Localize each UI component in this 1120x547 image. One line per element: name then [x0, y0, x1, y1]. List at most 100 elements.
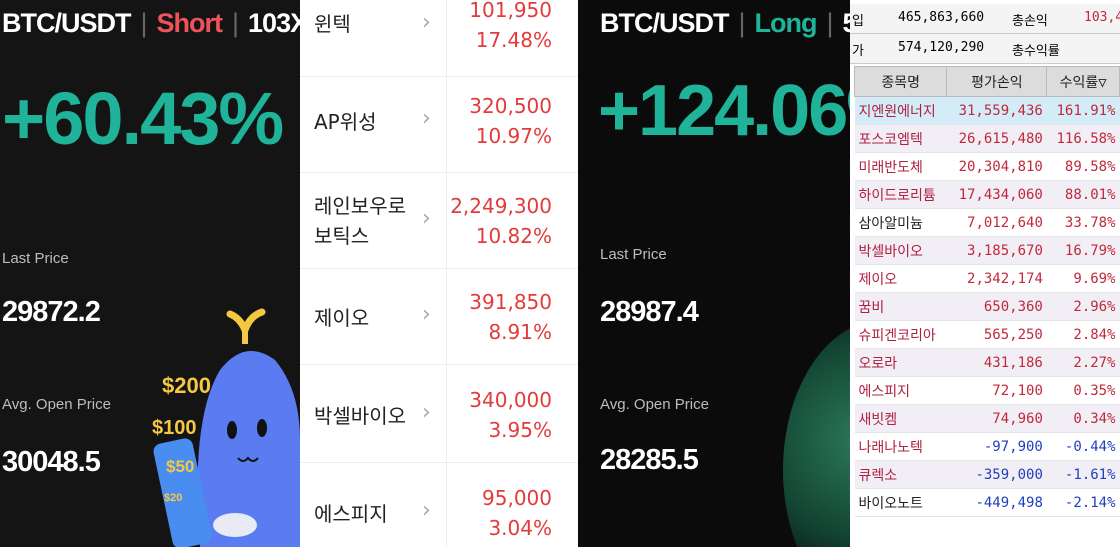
table-row[interactable]: 새빗켐 74,960 0.34%: [854, 404, 1120, 433]
stock-name: 에스피지: [854, 376, 947, 405]
list-item[interactable]: 레인보우로 보틱스 › 2,249,300 10.82%: [300, 172, 578, 269]
table-row[interactable]: 제이오 2,342,174 9.69%: [854, 264, 1120, 293]
stock-price: 391,850: [469, 290, 552, 314]
stock-change: 8.91%: [488, 320, 552, 344]
stock-name: 슈피겐코리아: [854, 320, 947, 349]
open-price-value: 28285.5: [600, 444, 699, 476]
stock-pnl: -449,498: [946, 488, 1047, 517]
chevron-right-icon: ›: [422, 206, 431, 231]
stock-name: 삼아알미늄: [854, 208, 947, 237]
stock-name-line2: 보틱스: [314, 224, 370, 248]
stock-name: AP위성: [314, 110, 377, 134]
stock-rate: 2.96%: [1046, 292, 1120, 321]
stock-rate: 0.34%: [1046, 404, 1120, 433]
last-price-value: 29872.2: [2, 296, 101, 328]
stock-name: 꿈비: [854, 292, 947, 321]
stock-price: 95,000: [482, 486, 552, 510]
summary-value: 574,120,290: [898, 40, 985, 55]
summary-label: 총손익: [1012, 14, 1048, 29]
stock-name: 오로라: [854, 348, 947, 377]
table-row[interactable]: 지엔원에너지 31,559,436 161.91%: [854, 96, 1120, 125]
stock-name: 박셀바이오: [314, 404, 406, 428]
summary-row: 가 574,120,290 총수익률: [850, 34, 1120, 64]
list-item[interactable]: 제이오 › 391,850 8.91%: [300, 268, 578, 365]
stock-price: 340,000: [469, 388, 552, 412]
stock-pnl: 20,304,810: [946, 152, 1047, 181]
chevron-right-icon: ›: [422, 106, 431, 131]
portfolio-table-panel: 입 465,863,660 총손익 103,4 가 574,120,290 총수…: [850, 0, 1120, 547]
stock-rate: -0.44%: [1046, 432, 1120, 461]
stock-change: 17.48%: [475, 28, 552, 52]
stock-change: 10.97%: [475, 124, 552, 148]
stock-price: 2,249,300: [450, 194, 552, 218]
stock-pnl: 72,100: [946, 376, 1047, 405]
column-header-name[interactable]: 종목명: [853, 66, 948, 97]
money-label-20: $20: [164, 492, 183, 504]
open-price-value: 30048.5: [2, 446, 101, 478]
last-price-label: Last Price: [2, 250, 69, 267]
chevron-right-icon: ›: [422, 302, 431, 327]
chevron-right-icon: ›: [422, 400, 431, 425]
side-label: Long: [754, 8, 818, 38]
stock-name: 지엔원에너지: [854, 96, 947, 125]
stock-pnl: -359,000: [946, 460, 1047, 489]
background-glow: [783, 320, 850, 547]
table-row[interactable]: 하이드로리튬 17,434,060 88.01%: [854, 180, 1120, 209]
table-row[interactable]: 바이오노트 -449,498 -2.14%: [854, 488, 1120, 517]
table-row[interactable]: 미래반도체 20,304,810 89.58%: [854, 152, 1120, 181]
stock-pnl: 7,012,640: [946, 208, 1047, 237]
stock-pnl: 26,615,480: [946, 124, 1047, 153]
stock-name: 윈텍: [314, 12, 351, 36]
stock-pnl: -97,900: [946, 432, 1047, 461]
table-row[interactable]: 포스코엠텍 26,615,480 116.58%: [854, 124, 1120, 153]
holdings-table: 종목명 평가손익 수익률▽ 지엔원에너지 31,559,436 161.91% 포스…: [853, 66, 1120, 517]
stock-rate: 161.91%: [1046, 96, 1120, 125]
column-header-rate[interactable]: 수익률▽: [1046, 66, 1120, 97]
stock-name: 제이오: [314, 306, 370, 330]
stock-pnl: 74,960: [946, 404, 1047, 433]
summary-value: 103,4: [1084, 10, 1120, 25]
stock-name: 에스피지: [314, 502, 388, 526]
money-label-100: $100: [152, 417, 197, 439]
stock-price: 320,500: [469, 94, 552, 118]
stock-name: 하이드로리튬: [854, 180, 947, 209]
column-header-pnl[interactable]: 평가손익: [946, 66, 1048, 97]
table-row[interactable]: 슈피겐코리아 565,250 2.84%: [854, 320, 1120, 349]
list-item[interactable]: 에스피지 › 95,000 3.04%: [300, 464, 578, 547]
table-row[interactable]: 에스피지 72,100 0.35%: [854, 376, 1120, 405]
list-item[interactable]: AP위성 › 320,500 10.97%: [300, 76, 578, 173]
long-position-card: BTC/USDT|Long|50X +124.06% Last Price 28…: [578, 0, 850, 547]
table-row[interactable]: 삼아알미늄 7,012,640 33.78%: [854, 208, 1120, 237]
table-row[interactable]: 큐렉소 -359,000 -1.61%: [854, 460, 1120, 489]
table-row[interactable]: 꿈비 650,360 2.96%: [854, 292, 1120, 321]
stock-price: 101,950: [469, 0, 552, 22]
stock-rate: 2.84%: [1046, 320, 1120, 349]
stock-name: 제이오: [854, 264, 947, 293]
stock-rate: -2.14%: [1046, 488, 1120, 517]
summary-row: 입 465,863,660 총손익 103,4: [850, 4, 1120, 34]
open-price-label: Avg. Open Price: [2, 396, 111, 413]
list-item[interactable]: 윈텍 › 101,950 17.48%: [300, 0, 578, 77]
stock-name: 포스코엠텍: [854, 124, 947, 153]
table-row[interactable]: 박셀바이오 3,185,670 16.79%: [854, 236, 1120, 265]
roi-value: +124.06%: [598, 71, 850, 151]
stock-pnl: 650,360: [946, 292, 1047, 321]
chevron-right-icon: ›: [422, 498, 431, 523]
stock-pnl: 3,185,670: [946, 236, 1047, 265]
table-row[interactable]: 나래나노텍 -97,900 -0.44%: [854, 432, 1120, 461]
leverage-label: 50X: [843, 8, 850, 38]
open-price-label: Avg. Open Price: [600, 396, 709, 413]
stock-change: 3.04%: [488, 516, 552, 540]
stock-pnl: 31,559,436: [946, 96, 1047, 125]
pair-label: BTC/USDT: [600, 8, 729, 38]
table-row[interactable]: 오로라 431,186 2.27%: [854, 348, 1120, 377]
stock-rate: 116.58%: [1046, 124, 1120, 153]
stock-rate: 16.79%: [1046, 236, 1120, 265]
list-item[interactable]: 박셀바이오 › 340,000 3.95%: [300, 366, 578, 463]
stock-rate: 33.78%: [1046, 208, 1120, 237]
summary-label: 입: [852, 14, 864, 29]
stock-rate: 2.27%: [1046, 348, 1120, 377]
money-label-50: $50: [166, 457, 195, 476]
stock-pnl: 431,186: [946, 348, 1047, 377]
pair-label: BTC/USDT: [2, 8, 131, 38]
